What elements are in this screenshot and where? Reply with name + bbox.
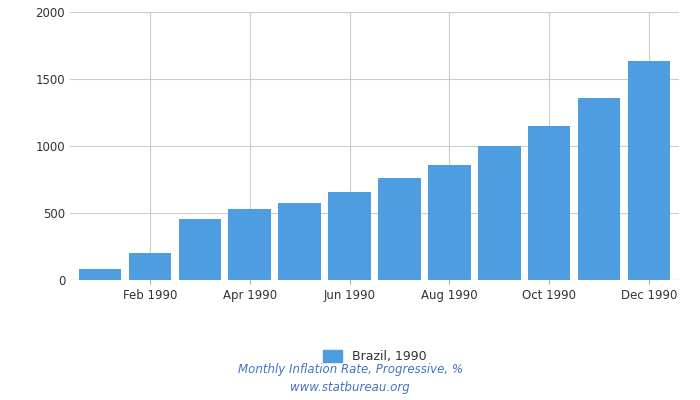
- Bar: [328, 192, 371, 280]
- Bar: [78, 269, 121, 280]
- Text: Monthly Inflation Rate, Progressive, %: Monthly Inflation Rate, Progressive, %: [237, 364, 463, 376]
- Bar: [578, 98, 620, 280]
- Bar: [628, 61, 671, 280]
- Bar: [178, 219, 221, 280]
- Bar: [228, 209, 271, 280]
- Bar: [129, 253, 171, 280]
- Bar: [478, 146, 521, 280]
- Bar: [428, 166, 470, 280]
- Legend: Brazil, 1990: Brazil, 1990: [318, 345, 431, 368]
- Bar: [279, 203, 321, 280]
- Bar: [528, 126, 570, 280]
- Text: www.statbureau.org: www.statbureau.org: [290, 382, 410, 394]
- Bar: [378, 178, 421, 280]
